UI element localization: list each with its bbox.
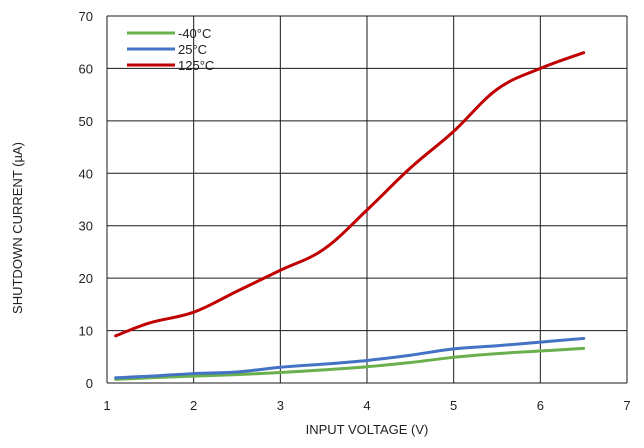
x-axis-title: INPUT VOLTAGE (V): [306, 422, 429, 437]
y-tick-label: 10: [79, 324, 93, 339]
y-tick-label: 20: [79, 271, 93, 286]
y-tick-label: 50: [79, 114, 93, 129]
x-tick-label: 7: [623, 398, 630, 413]
legend-label-2: 125°C: [178, 58, 214, 73]
x-tick-label: 4: [363, 398, 370, 413]
series-lines: [114, 51, 586, 381]
series-line-1: [114, 336, 586, 380]
legend-label-1: 25°C: [178, 42, 207, 57]
series-line-2: [114, 51, 586, 338]
y-tick-label: 30: [79, 219, 93, 234]
x-tick-label: 6: [537, 398, 544, 413]
y-tick-label: 60: [79, 61, 93, 76]
y-tick-label: 70: [79, 9, 93, 24]
x-tick-label: 3: [277, 398, 284, 413]
x-tick-label: 2: [190, 398, 197, 413]
y-tick-label: 0: [86, 376, 93, 391]
x-tick-label: 5: [450, 398, 457, 413]
series-line-0: [114, 346, 586, 381]
y-tick-label: 40: [79, 166, 93, 181]
legend-label-0: -40°C: [178, 26, 211, 41]
y-axis-title: SHUTDOWN CURRENT (µA): [10, 142, 25, 314]
x-tick-label: 1: [103, 398, 110, 413]
